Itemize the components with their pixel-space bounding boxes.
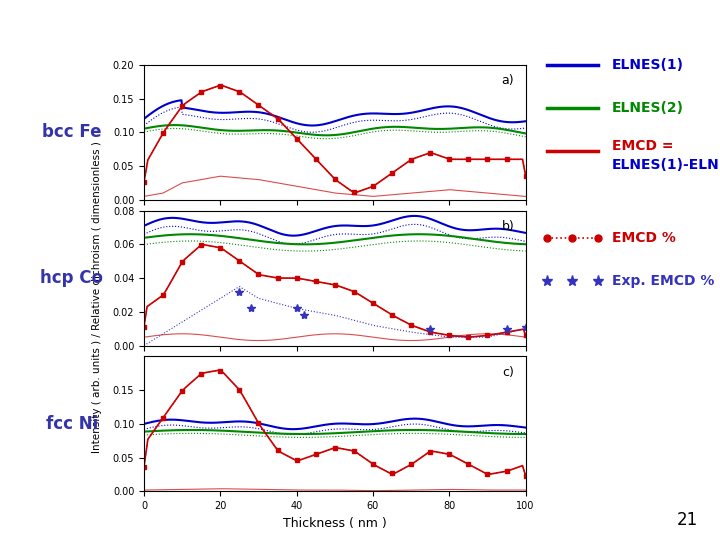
Text: b): b) xyxy=(501,220,514,233)
Text: ELNES(1)-ELNES(2): ELNES(1)-ELNES(2) xyxy=(612,158,720,172)
Text: hcp Co: hcp Co xyxy=(40,269,104,287)
Text: EMCD %: EMCD % xyxy=(612,231,676,245)
Text: Results: dependence on the thickness of the sample: Results: dependence on the thickness of … xyxy=(31,14,689,35)
Text: ELNES(1): ELNES(1) xyxy=(612,58,684,72)
Text: Intensity ( arb. units ) / Relative dichroism ( dimensionless ): Intensity ( arb. units ) / Relative dich… xyxy=(92,141,102,453)
Text: fcc Ni: fcc Ni xyxy=(46,415,98,433)
Text: bcc Fe: bcc Fe xyxy=(42,123,102,141)
Text: ELNES(2): ELNES(2) xyxy=(612,101,684,115)
X-axis label: Thickness ( nm ): Thickness ( nm ) xyxy=(283,517,387,530)
Text: 21: 21 xyxy=(677,511,698,529)
Text: c): c) xyxy=(503,366,514,379)
Text: Exp. EMCD %: Exp. EMCD % xyxy=(612,274,714,288)
Text: a): a) xyxy=(502,74,514,87)
Text: EMCD =: EMCD = xyxy=(612,139,673,153)
